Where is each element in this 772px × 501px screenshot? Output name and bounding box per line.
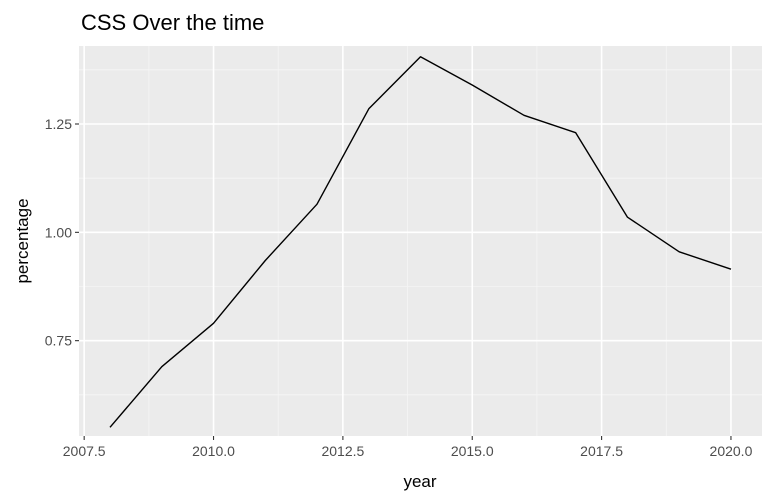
x-axis-title: year	[403, 472, 436, 491]
x-tick-label: 2017.5	[580, 443, 623, 459]
chart-title: CSS Over the time	[81, 10, 264, 35]
y-axis: 0.75 1.00 1.25	[45, 116, 79, 349]
series-layer	[109, 56, 732, 428]
x-tick-label: 2015.0	[451, 443, 494, 459]
series-line-css	[109, 56, 732, 428]
x-tick-label: 2007.5	[63, 443, 106, 459]
x-tick-label: 2020.0	[710, 443, 753, 459]
y-tick-label: 1.00	[45, 224, 72, 240]
y-tick-label: 1.25	[45, 116, 72, 132]
x-tick-label: 2010.0	[192, 443, 235, 459]
y-axis-title: percentage	[13, 198, 32, 283]
x-tick-label: 2012.5	[321, 443, 364, 459]
x-axis: 2007.5 2010.0 2012.5 2015.0 2017.5 2020.0	[63, 436, 753, 459]
minor-gridlines	[79, 46, 762, 436]
major-gridlines	[79, 46, 762, 436]
plot-panel	[79, 46, 762, 436]
y-tick-label: 0.75	[45, 333, 72, 349]
